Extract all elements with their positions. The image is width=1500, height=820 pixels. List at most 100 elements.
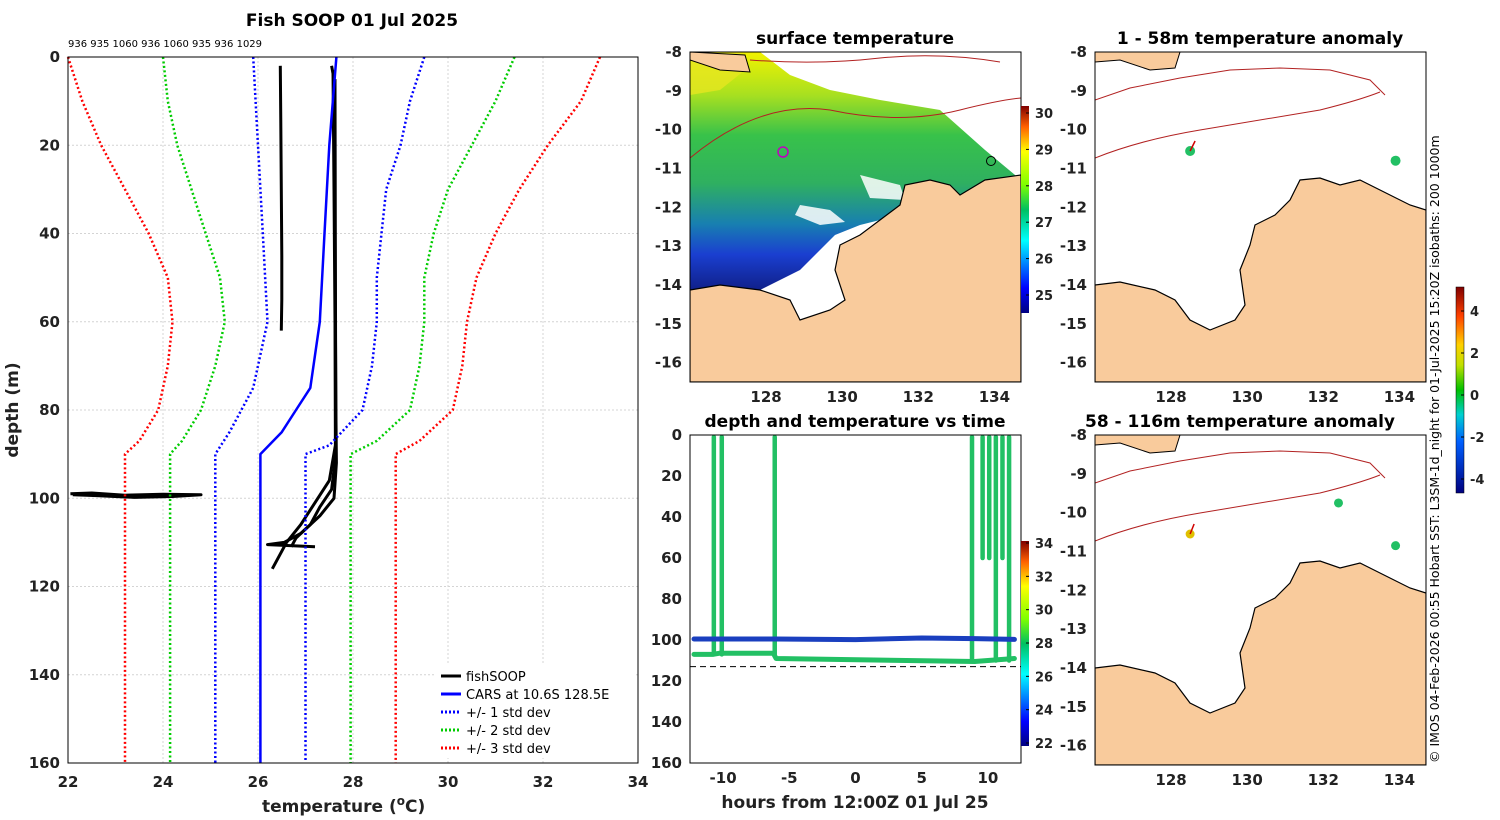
profile-line-fishsoop-cast-1 xyxy=(278,65,284,331)
time-title: depth and temperature vs time xyxy=(705,412,1006,432)
map-ytick: -8 xyxy=(665,43,682,61)
sst-cloud xyxy=(795,205,845,225)
profile-xtick: 28 xyxy=(343,773,364,791)
time-track-green-track xyxy=(691,650,1017,664)
anom1-ticks: 128 130 132 134 -8 -9 -10 -11 -12 -13 -14 -15 -16 xyxy=(1060,43,1415,406)
map-ytick: -13 xyxy=(655,237,682,255)
map-ytick: -11 xyxy=(655,159,682,177)
profile-line--2-std xyxy=(161,56,227,763)
profile-ytick: 140 xyxy=(29,666,60,684)
profile-grid xyxy=(67,56,639,764)
profile-ytick: 20 xyxy=(39,136,60,154)
map-ytick: -11 xyxy=(1060,542,1087,560)
legend-text-std3: +/- 3 std dev xyxy=(466,742,551,757)
anom1-isobath xyxy=(1095,67,1386,101)
map-ytick: -8 xyxy=(1070,43,1087,61)
anom1-title: 1 - 58m temperature anomaly xyxy=(1117,29,1403,49)
anom2-points xyxy=(1185,498,1401,551)
colorbar-ticklabel: 25 xyxy=(1035,289,1053,304)
time-colorbar-ticks: 34 32 30 28 26 24 22 xyxy=(1026,537,1053,752)
anom1-points xyxy=(1185,140,1401,166)
map-ytick: -15 xyxy=(1060,315,1087,333)
colorbar-ticklabel: 26 xyxy=(1035,670,1053,685)
legend-text-fishsoop: fishSOOP xyxy=(466,670,526,685)
sst-field xyxy=(690,52,1021,290)
map-ytick: -12 xyxy=(655,198,682,216)
map-ytick: -14 xyxy=(655,276,682,294)
colorbar-ticklabel: 27 xyxy=(1035,216,1053,231)
map-xtick: 134 xyxy=(979,388,1010,406)
map-xtick: 128 xyxy=(750,388,781,406)
sst-land-north xyxy=(690,52,751,73)
anomaly-colorbar xyxy=(1455,286,1465,494)
time-ytick: 80 xyxy=(661,590,682,608)
map-xtick: 130 xyxy=(1232,771,1263,789)
time-ytick: 120 xyxy=(651,672,682,690)
anom1-track xyxy=(1189,140,1196,152)
profile-ylabel: depth (m) xyxy=(3,362,23,457)
anom2-title: 58 - 116m temperature anomaly xyxy=(1085,412,1395,432)
sst-cloud xyxy=(860,175,905,200)
anom2-ticks: 128 130 132 134 -8 -9 -10 -11 -12 -13 -14 -15 -16 xyxy=(1060,426,1415,789)
map-xtick: 128 xyxy=(1155,388,1186,406)
anom2-point xyxy=(1333,498,1343,508)
colorbar-ticklabel: 29 xyxy=(1035,143,1053,158)
colorbar-ticklabel: 32 xyxy=(1035,570,1053,585)
map-ytick: -10 xyxy=(1060,121,1087,139)
map-ytick: -13 xyxy=(1060,237,1087,255)
map-xtick: 130 xyxy=(827,388,858,406)
time-series xyxy=(690,434,1021,668)
colorbar-ticklabel: 30 xyxy=(1035,604,1053,619)
sst-ticks: 128 130 132 134 -8 -9 -10 -11 -12 -13 -14 -15 -16 xyxy=(655,43,1010,406)
profile-xlabel: temperature (oC) xyxy=(262,794,425,817)
colorbar-ticklabel: 0 xyxy=(1470,389,1479,404)
profile-ytick: 60 xyxy=(39,313,60,331)
time-track-blue-track xyxy=(691,635,1017,643)
sst-isobath xyxy=(749,55,1001,63)
time-ytick: 0 xyxy=(672,426,682,444)
anom1-map xyxy=(1095,52,1426,382)
map-xtick: 132 xyxy=(1308,771,1339,789)
time-ytick: 160 xyxy=(651,754,682,772)
time-xtick: 10 xyxy=(977,769,998,787)
map-ytick: -16 xyxy=(1060,737,1087,755)
anom2-isobath xyxy=(1095,450,1386,484)
sst-title: surface temperature xyxy=(756,29,954,49)
colorbar-ticklabel: 30 xyxy=(1035,107,1053,122)
map-ytick: -16 xyxy=(655,354,682,372)
map-xtick: 130 xyxy=(1232,388,1263,406)
profile-xtick: 32 xyxy=(533,773,554,791)
anom2-track xyxy=(1189,523,1195,535)
anom1-point xyxy=(1390,155,1401,166)
profile-line-fishsoop-cast-4 xyxy=(266,79,338,549)
time-xtick: 0 xyxy=(850,769,860,787)
colorbar-ticklabel: 4 xyxy=(1470,305,1479,320)
map-xtick: 128 xyxy=(1155,771,1186,789)
profile-title: Fish SOOP 01 Jul 2025 xyxy=(246,11,458,31)
colorbar-ticklabel: -2 xyxy=(1470,431,1484,446)
map-ytick: -14 xyxy=(1060,276,1087,294)
time-xlabel: hours from 12:00Z 01 Jul 25 xyxy=(721,793,988,813)
profile-ytick: 100 xyxy=(29,489,60,507)
map-ytick: -16 xyxy=(1060,354,1087,372)
legend-text-cars: CARS at 10.6S 128.5E xyxy=(466,688,609,703)
sst-station-marker xyxy=(986,156,996,166)
time-ytick: 140 xyxy=(651,713,682,731)
profile-ytick: 0 xyxy=(50,48,60,66)
map-ytick: -15 xyxy=(1060,698,1087,716)
anom2-land-north xyxy=(1095,435,1181,454)
profile-line-cars xyxy=(259,56,338,763)
legend-text-std2: +/- 2 std dev xyxy=(466,724,551,739)
map-ytick: -12 xyxy=(1060,198,1087,216)
time-xtick: 5 xyxy=(916,769,926,787)
profile-line-fishsoop-loop xyxy=(70,491,203,499)
time-ytick: 40 xyxy=(661,508,682,526)
map-ytick: -12 xyxy=(1060,581,1087,599)
anom2-point xyxy=(1391,541,1401,551)
profile-ytick: 80 xyxy=(39,401,60,419)
colorbar-ticklabel: 28 xyxy=(1035,180,1053,195)
map-ytick: -9 xyxy=(665,82,682,100)
sst-cloud xyxy=(900,60,960,95)
